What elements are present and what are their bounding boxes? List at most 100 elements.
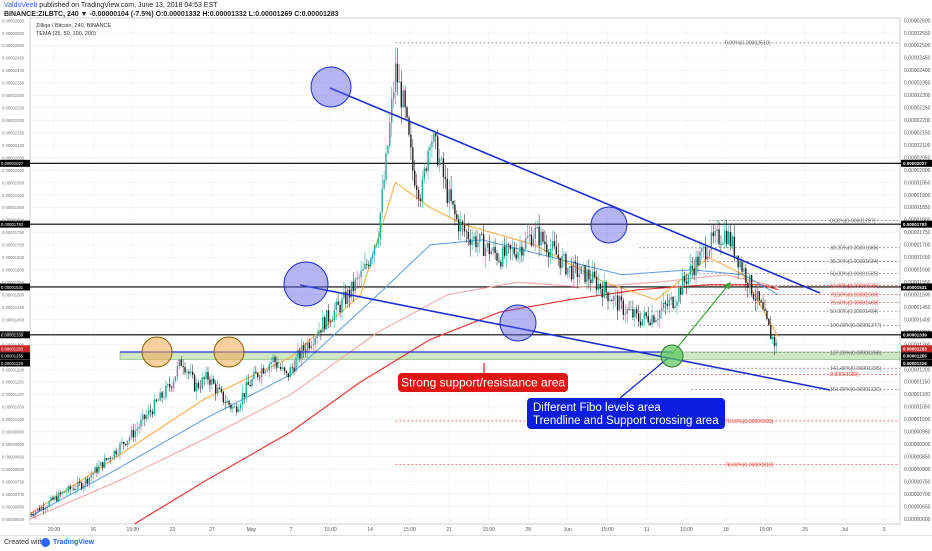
candle-body <box>731 236 734 247</box>
candle-body <box>86 478 89 484</box>
grid <box>30 18 900 524</box>
candle-body <box>616 295 619 311</box>
circle-support-1[interactable] <box>141 336 173 368</box>
candle-body <box>725 230 728 245</box>
candle-body <box>155 399 158 402</box>
circle-peak[interactable] <box>310 66 352 108</box>
candle-body <box>80 482 83 489</box>
candle-body <box>394 63 397 93</box>
red-callout-text: Strong support/resistance area <box>401 376 565 390</box>
candle-body <box>316 335 318 339</box>
candle-body <box>377 238 380 244</box>
candle-body <box>630 309 632 310</box>
candle-body <box>331 320 334 322</box>
candle-body <box>88 477 91 484</box>
candle-body <box>649 322 651 325</box>
candle-body <box>745 268 747 283</box>
upper-trendline[interactable] <box>329 87 821 294</box>
candle-body <box>103 458 106 468</box>
y-tick-label: 0.00002450 <box>904 56 931 62</box>
candle-body <box>588 269 590 280</box>
y-tick-label-left: 0.00002150 <box>2 130 25 135</box>
x-tick-label: 15:00 <box>759 527 772 533</box>
candle-body <box>547 252 550 257</box>
candle-body <box>278 367 280 368</box>
candle-body <box>402 90 404 108</box>
fib-label: 50.00%(0.00001585) <box>830 271 879 277</box>
right-price-axis[interactable]: 0.00002600 0.00002550 0.00002500 0.00002450… <box>904 18 931 523</box>
x-tick-label: 15:00 <box>324 527 337 533</box>
candle-body <box>440 158 443 159</box>
candle-body <box>33 514 35 516</box>
candle-body <box>414 170 416 186</box>
candle-body <box>253 371 255 379</box>
candle-body <box>494 247 496 254</box>
candle-body <box>243 393 246 397</box>
candle-body <box>287 372 290 378</box>
y-tick-label: 0.00002100 <box>904 143 931 149</box>
y-tick-label-left: 0.00000950 <box>2 430 25 435</box>
y-tick-label: 0.00001750 <box>904 230 931 236</box>
level-label-right: 0.00002027 <box>903 161 927 166</box>
fib-label: 127.20%(0.00001268) <box>830 350 882 356</box>
price-chart[interactable]: 0.00002027 0.00001783 0.00001531 0.00001339… <box>0 0 932 535</box>
candle-body <box>710 232 713 251</box>
candle-body <box>676 301 678 306</box>
candle-body <box>258 376 261 378</box>
candle-body <box>720 244 722 245</box>
candle-body <box>92 473 94 476</box>
y-tick-label-left: 0.00002100 <box>2 143 25 148</box>
candle-body <box>634 309 636 318</box>
level-label-right: 0.00001531 <box>903 285 927 290</box>
candle-body <box>415 185 418 190</box>
candle-body <box>452 200 454 205</box>
candle-body <box>222 391 225 403</box>
circle-right-peak[interactable] <box>590 206 628 244</box>
candle-body <box>157 400 159 402</box>
candle-body <box>345 291 347 304</box>
candle-body <box>138 426 140 429</box>
candle-body <box>360 270 362 278</box>
y-tick-label: 0.00001500 <box>904 292 931 298</box>
lower-trendline[interactable] <box>299 284 831 391</box>
circle-left-pivot[interactable] <box>283 261 329 307</box>
circle-low[interactable] <box>499 304 537 342</box>
y-tick-label: 0.00001400 <box>904 317 931 323</box>
tradingview-brand[interactable]: TradingView <box>53 539 95 546</box>
candle-body <box>433 133 435 142</box>
candle-body <box>614 295 617 297</box>
circle-support-2[interactable] <box>213 336 245 368</box>
candle-body <box>167 384 169 386</box>
candle-body <box>289 367 292 378</box>
y-tick-label-left: 0.00001550 <box>2 280 25 285</box>
candle-body <box>513 248 515 255</box>
created-with-text: Created with <box>4 539 44 546</box>
candle-body <box>98 465 100 473</box>
candle-body <box>739 261 741 268</box>
candle-body <box>727 231 730 245</box>
y-tick-label: 0.00000850 <box>904 454 931 460</box>
candle-body <box>234 406 236 408</box>
circle-crossing[interactable] <box>660 344 684 368</box>
candle-body <box>84 478 87 486</box>
candle-body <box>542 231 544 242</box>
y-tick-label: 0.00001100 <box>904 392 930 398</box>
candle-body <box>366 264 368 265</box>
time-axis[interactable]: 15:00 16 15:00 23 27 May 7 15:00 14 15:00 21 15:00 2… <box>47 527 885 533</box>
level-label-left: 0.00002027 <box>1 161 24 166</box>
price-badge-right <box>901 352 932 360</box>
candle-body <box>107 457 110 460</box>
candle-body <box>565 254 567 275</box>
publisher-name[interactable]: ValdoVeeb <box>4 2 38 9</box>
candle-body <box>123 441 125 445</box>
candle-body <box>622 300 625 315</box>
y-tick-label: 0.00000900 <box>904 442 931 448</box>
candle-body <box>352 281 355 291</box>
price-badge-label-left: 0.00001255 <box>1 354 24 359</box>
candle-body <box>458 219 460 232</box>
candle-body <box>350 281 353 298</box>
y-tick-label: 0.00002200 <box>904 118 931 124</box>
y-tick-label: 0.00002350 <box>904 81 931 87</box>
candle-body <box>477 242 479 248</box>
x-tick-label: 21 <box>446 527 452 533</box>
